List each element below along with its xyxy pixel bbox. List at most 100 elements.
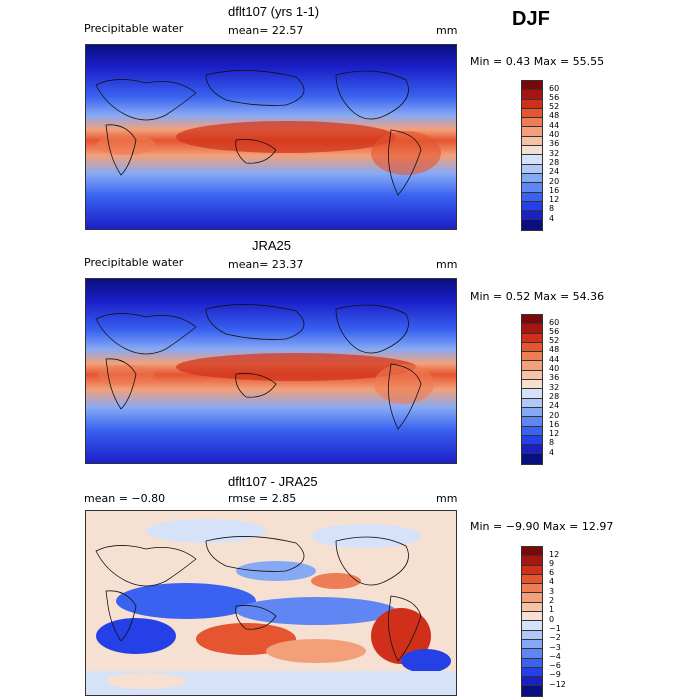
panel2-colorbar-cell [522, 361, 542, 371]
panel1-colorbar-cell [522, 164, 542, 174]
panel1-colorbar-cell [522, 192, 542, 202]
panel2-tick: 40 [549, 364, 560, 373]
panel3-colorbar-cell [522, 686, 542, 696]
panel3-colorbar-cell [522, 584, 542, 594]
panel3-tick: 4 [549, 577, 555, 586]
panel2-colorbar-cell [522, 445, 542, 455]
panel3-colorbar-cell [522, 621, 542, 631]
panel1-tick: 52 [549, 102, 560, 111]
panel2-colorbar-cell [522, 333, 542, 343]
panel1-colorbar-cell [522, 136, 542, 147]
panel3-colorbar-cell [522, 677, 542, 687]
panel1-tick: 24 [549, 167, 560, 176]
panel3-tick: −9 [549, 670, 561, 679]
panel2-tick: 48 [549, 345, 560, 354]
panel3-colorbar-cell [522, 602, 542, 613]
panel1-variable-label: Precipitable water [84, 22, 184, 35]
panel2-colorbar-cell [522, 389, 542, 399]
panel2-tick: 52 [549, 336, 560, 345]
panel3-anomaly-blobs [86, 511, 456, 695]
panel1-coastlines [95, 70, 422, 196]
panel1-tick: 60 [549, 84, 560, 93]
panel1-map [85, 44, 457, 230]
panel1-tick: 48 [549, 111, 560, 120]
panel3-tick: −2 [549, 633, 561, 642]
panel1-tick: 36 [549, 139, 560, 148]
panel3-tick: 1 [549, 605, 555, 614]
panel2-colorbar-cell [522, 407, 542, 418]
panel2-colorbar [521, 314, 543, 465]
panel2-colorbar-cell [522, 370, 542, 381]
panel3-map [85, 510, 457, 696]
panel1-colorbar-cell [522, 173, 542, 184]
panel3-tick: −12 [549, 680, 566, 689]
panel2-map [85, 278, 457, 464]
panel2-colorbar-cell [522, 352, 542, 362]
panel1-colorbar-cell [522, 127, 542, 137]
panel3-colorbar-cell [522, 574, 542, 585]
panel1-colorbar-cell [522, 211, 542, 221]
panel2-colorbar-cell [522, 342, 542, 353]
panel1-tick: 4 [549, 214, 555, 223]
panel2-tick: 60 [549, 318, 560, 327]
panel3-tick: −1 [549, 624, 561, 633]
panel2-tick: 4 [549, 448, 555, 457]
panel1-units-label: mm [436, 24, 458, 37]
panel2-tick: 28 [549, 392, 560, 401]
panel3-tick: 2 [549, 596, 555, 605]
panel3-mean-label: mean = −0.80 [84, 492, 166, 505]
panel3-units-label: mm [436, 492, 458, 505]
panel3-tick: 12 [549, 550, 560, 559]
panel2-africa-region [98, 365, 154, 385]
panel2-tick: 24 [549, 401, 560, 410]
panel2-colorbar-cell [522, 426, 542, 436]
panel2-mean-label: mean= 23.37 [228, 258, 304, 271]
panel2-units-label: mm [436, 258, 458, 271]
panel2-colorbar-cell [522, 380, 542, 390]
panel1-tick: 16 [549, 186, 560, 195]
panel2-tick: 32 [549, 383, 560, 392]
panel2-colorbar-cell [522, 315, 542, 325]
panel2-tick: 44 [549, 355, 560, 364]
panel3-colorbar-cell [522, 649, 542, 659]
panel1-tick: 40 [549, 130, 560, 139]
panel3-colorbar-cell [522, 667, 542, 678]
panel2-coastlines [95, 304, 422, 430]
panel3-tick: 3 [549, 587, 555, 596]
panel3-colorbar-cell [522, 565, 542, 575]
panel1-colorbar-cell [522, 155, 542, 165]
panel3-colorbar [521, 546, 543, 697]
panel2-colorbar-cell [522, 398, 542, 408]
panel1-colorbar-cell [522, 90, 542, 100]
panel3-colorbar-cell [522, 630, 542, 640]
panel1-tick: 20 [549, 177, 560, 186]
panel3-rmse-label: rmse = 2.85 [228, 492, 297, 505]
panel1-colorbar-cell [522, 183, 542, 193]
panel3-colorbar-cell [522, 658, 542, 668]
panel1-tick: 8 [549, 204, 555, 213]
panel1-title: dflt107 (yrs 1-1) [228, 4, 320, 19]
panel1-tick: 44 [549, 121, 560, 130]
panel3-minmax-label: Min = −9.90 Max = 12.97 [470, 520, 614, 533]
panel3-tick: −6 [549, 661, 561, 670]
panel3-title: dflt107 - JRA25 [228, 474, 318, 489]
panel3-colorbar-cell [522, 547, 542, 557]
panel2-title: JRA25 [252, 238, 292, 253]
panel1-colorbar-cell [522, 201, 542, 212]
panel1-warm-pool [176, 121, 396, 153]
panel1-mean-label: mean= 22.57 [228, 24, 304, 37]
panel3-tick: 9 [549, 559, 555, 568]
panel2-colorbar-cell [522, 417, 542, 427]
panel1-minmax-label: Min = 0.43 Max = 55.55 [470, 55, 605, 68]
panel1-colorbar [521, 80, 543, 231]
panel2-tick: 16 [549, 420, 560, 429]
panel1-colorbar-cell [522, 146, 542, 156]
season-label: DJF [512, 8, 550, 30]
panel1-colorbar-cell [522, 81, 542, 91]
panel3-coastlines [95, 536, 422, 662]
panel2-colorbar-cell [522, 454, 542, 464]
panel2-colorbar-cell [522, 324, 542, 334]
panel2-tick: 56 [549, 327, 560, 336]
panel1-colorbar-cell [522, 99, 542, 109]
panel1-colorbar-cell [522, 108, 542, 119]
